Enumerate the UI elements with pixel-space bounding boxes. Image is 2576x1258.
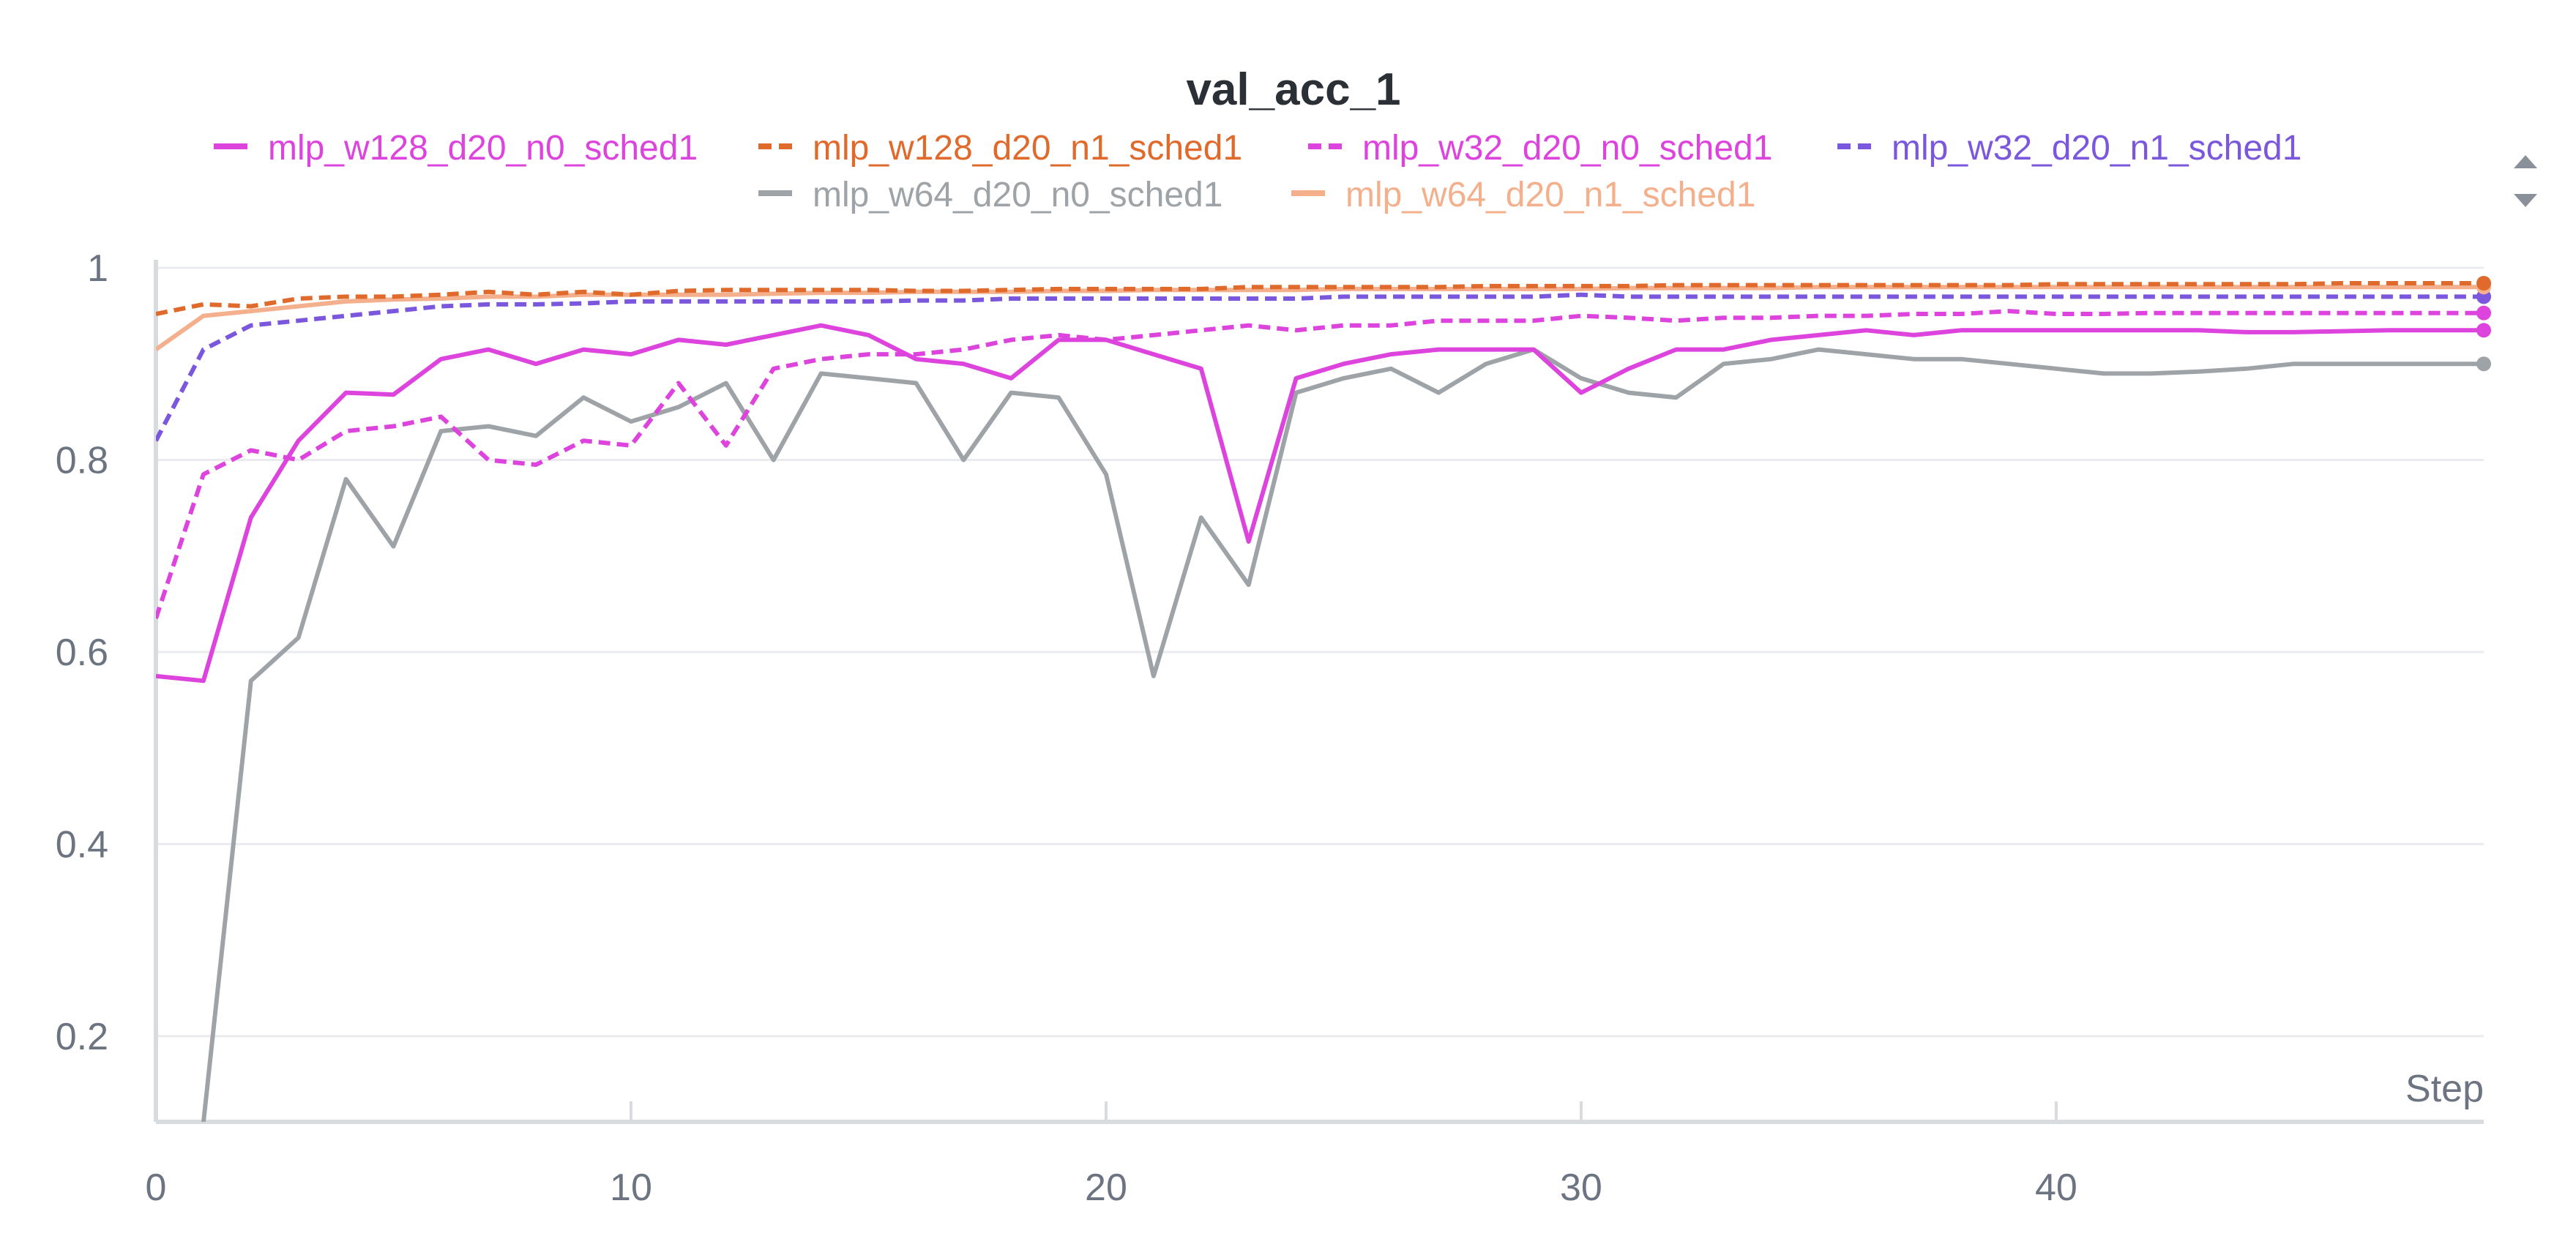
legend-label-mlp_w128_d20_n0_sched1: mlp_w128_d20_n0_sched1 <box>268 129 698 168</box>
x-tick-label: 40 <box>2035 1167 2077 1209</box>
legend-scroll <box>2514 155 2537 207</box>
x-tick-label: 10 <box>610 1167 652 1209</box>
series-line-mlp_w128_d20_n0_sched1 <box>156 323 2484 684</box>
series-line-mlp_w128_d20_n1_sched1 <box>156 281 2484 316</box>
series-lines <box>156 275 2491 1122</box>
chart-title: val_acc_1 <box>1186 64 1400 115</box>
legend-label-mlp_w64_d20_n0_sched1: mlp_w64_d20_n0_sched1 <box>813 176 1222 214</box>
x-tick-label: 0 <box>146 1167 167 1209</box>
legend-label-mlp_w64_d20_n1_sched1: mlp_w64_d20_n1_sched1 <box>1345 176 1755 214</box>
legend-label-mlp_w32_d20_n1_sched1: mlp_w32_d20_n1_sched1 <box>1892 129 2301 168</box>
y-tick-label: 1 <box>87 247 108 290</box>
axes <box>154 260 2484 1124</box>
legend-label-mlp_w128_d20_n1_sched1: mlp_w128_d20_n1_sched1 <box>813 129 1242 168</box>
series-line-mlp_w64_d20_n0_sched1 <box>201 347 2484 1122</box>
scroll-down-icon[interactable] <box>2514 194 2537 207</box>
series-end-marker-mlp_w32_d20_n0_sched1 <box>2476 305 2491 321</box>
x-tick-label: 20 <box>1085 1167 1127 1209</box>
series-end-marker-mlp_w128_d20_n0_sched1 <box>2476 323 2491 338</box>
tick-labels: 0 10 20 30 40 0.2 0.4 0.6 0.8 1 <box>56 247 2077 1209</box>
series-end-marker-mlp_w128_d20_n1_sched1 <box>2476 275 2491 291</box>
y-tick-label: 0.8 <box>56 439 108 482</box>
y-tick-label: 0.2 <box>56 1016 108 1058</box>
x-axis-label: Step <box>2405 1068 2484 1110</box>
legend: mlp_w128_d20_n0_sched1 mlp_w128_d20_n1_sc… <box>214 129 2301 214</box>
series-line-mlp_w32_d20_n1_sched1 <box>156 292 2484 442</box>
scroll-up-icon[interactable] <box>2514 155 2537 168</box>
grid <box>156 266 2484 1038</box>
series-end-marker-mlp_w64_d20_n0_sched1 <box>2476 356 2491 372</box>
y-tick-label: 0.6 <box>56 632 108 674</box>
y-tick-label: 0.4 <box>56 823 108 866</box>
series-line-mlp_w32_d20_n0_sched1 <box>156 309 2484 619</box>
x-tick-label: 30 <box>1560 1167 1602 1209</box>
legend-label-mlp_w32_d20_n0_sched1: mlp_w32_d20_n0_sched1 <box>1362 129 1772 168</box>
